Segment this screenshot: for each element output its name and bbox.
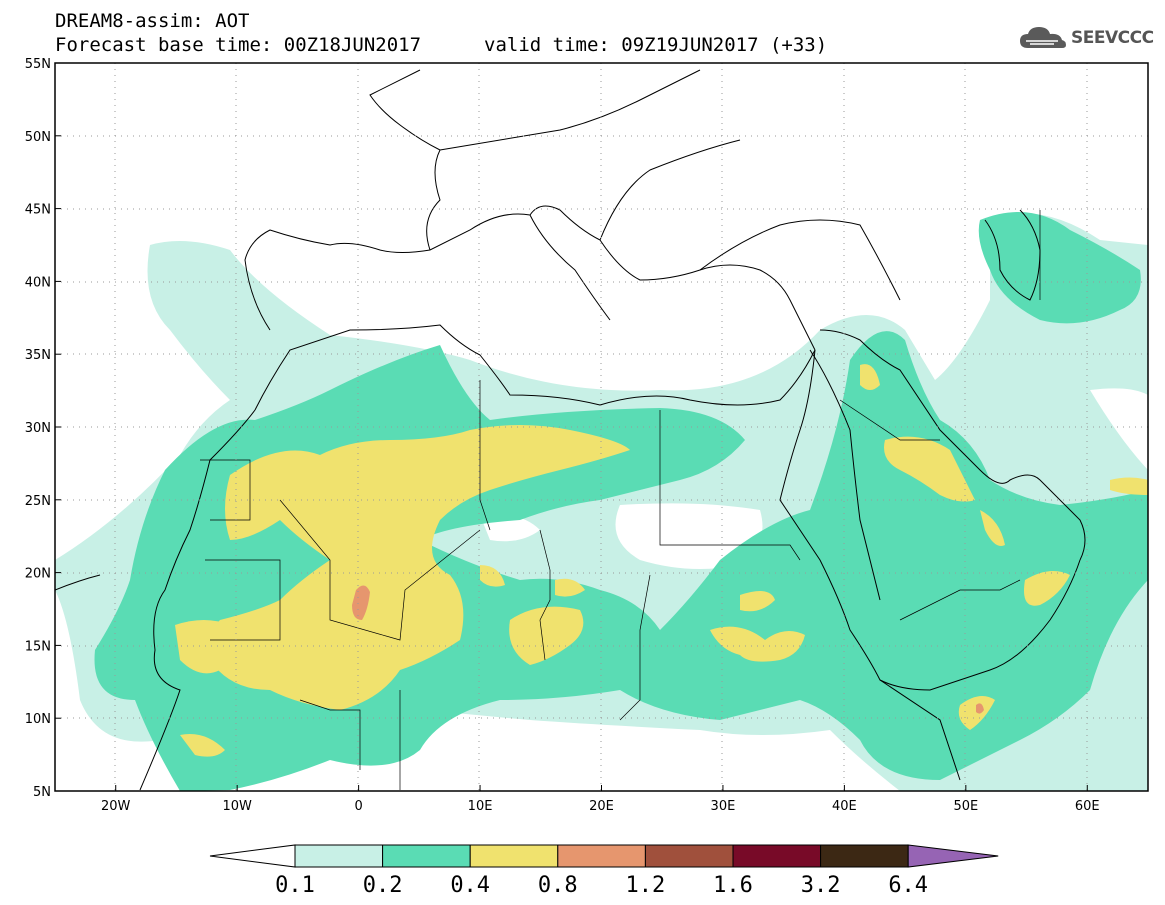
lat-tick-label: 10N [25,712,51,727]
lon-tick-label: 30E [711,799,736,814]
aot-level-0-4 [175,364,1148,757]
lon-tick-label: 0 [354,799,362,814]
lat-tick-label: 45N [25,203,51,218]
lon-tick-label: 40E [832,799,857,814]
lon-tick-label: 20W [101,799,131,814]
lon-tick-label: 60E [1075,799,1100,814]
latitude-axis: 55N 50N 45N 40N 35N 30N 25N 20N 15N 10N 5N [25,57,61,800]
lat-tick-label: 20N [25,567,51,582]
aot-clear-areas [480,388,1148,569]
graticule [55,63,1148,791]
lat-tick-label: 25N [25,494,51,509]
colorbar-swatch [820,844,909,868]
colorbar-level-label: 0.4 [450,873,490,898]
colorbar-low-arrow [209,844,296,868]
colorbar-swatch [469,844,559,868]
colorbar-level-label: 1.2 [626,873,666,898]
colorbar-level-label: 1.6 [713,873,753,898]
coastlines [55,69,1086,791]
aot-level-0-8 [352,585,984,714]
lat-tick-label: 55N [25,57,51,72]
colorbar-level-label: 3.2 [801,873,841,898]
lat-tick-label: 50N [25,130,51,145]
seevccc-logo: SEEVCCC [1018,24,1154,52]
lon-tick-label: 10E [468,799,493,814]
colorbar-swatch [644,844,734,868]
colorbar-level-label: 0.1 [275,873,315,898]
colorbar-swatch [382,844,471,868]
colorbar-level-label: 6.4 [888,873,928,898]
country-borders [200,210,1041,790]
lat-tick-label: 35N [25,348,51,363]
map-title: DREAM8-assim: AOT [55,10,250,32]
logo-text: SEEVCCC [1071,28,1154,48]
lon-tick-label: 10W [222,799,252,814]
cloud-icon [1020,27,1066,48]
valid-time: valid time: 09Z19JUN2017 (+33) [484,34,828,56]
longitude-axis: 20W 10W 0 10E 20E 30E 40E 50E 60E [101,785,1100,814]
colorbar-high-arrow [907,844,999,868]
colorbar-level-label: 0.2 [363,873,403,898]
colorbar-swatch [732,844,822,868]
colorbar-level-label: 0.8 [538,873,578,898]
lon-tick-label: 50E [953,799,978,814]
lat-tick-label: 5N [33,785,51,800]
forecast-base-time: Forecast base time: 00Z18JUN2017 [55,34,422,56]
colorbar-swatch [557,844,646,868]
lat-tick-label: 15N [25,639,51,654]
lon-tick-label: 20E [589,799,614,814]
aot-field [55,212,1148,791]
lat-tick-label: 30N [25,421,51,436]
colorbar-swatch [294,844,384,868]
colorbar: 0.1 0.2 0.4 0.8 1.2 1.6 3.2 6.4 [209,844,999,898]
lat-tick-label: 40N [25,275,51,290]
